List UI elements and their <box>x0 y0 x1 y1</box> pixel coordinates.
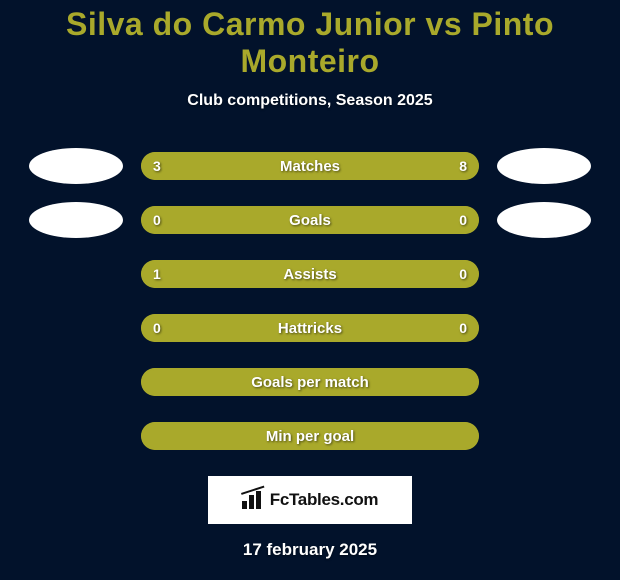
page-title: Silva do Carmo Junior vs Pinto Monteiro <box>0 0 620 80</box>
logo-text: FcTables.com <box>270 490 379 510</box>
stat-row: Matches3 8 <box>0 148 620 184</box>
stat-bar: Goals per match <box>141 368 479 396</box>
stat-bar: Hattricks0 0 <box>141 314 479 342</box>
stat-bar: Matches3 8 <box>141 152 479 180</box>
stat-bar: Assists1 0 <box>141 260 479 288</box>
stat-row: Goals0 0 <box>0 202 620 238</box>
comparison-card: Silva do Carmo Junior vs Pinto Monteiro … <box>0 0 620 580</box>
subtitle: Club competitions, Season 2025 <box>0 92 620 110</box>
stat-bar: Min per goal <box>141 422 479 450</box>
player-avatar-right <box>497 148 591 184</box>
stat-row: Goals per match <box>0 364 620 400</box>
stat-value-left: 0 <box>153 314 161 342</box>
date-text: 17 february 2025 <box>0 540 620 560</box>
stat-bar: Goals0 0 <box>141 206 479 234</box>
stat-label: Assists <box>141 260 479 288</box>
stat-rows: Matches38Goals00Assists10Hattricks00Goal… <box>0 148 620 454</box>
stat-label: Goals per match <box>141 368 479 396</box>
stat-value-right: 0 <box>459 314 467 342</box>
stat-label: Goals <box>141 206 479 234</box>
stat-value-right: 0 <box>459 260 467 288</box>
stat-row: Hattricks0 0 <box>0 310 620 346</box>
stat-value-left: 1 <box>153 260 161 288</box>
stat-value-right: 8 <box>459 152 467 180</box>
stat-value-left: 0 <box>153 206 161 234</box>
stat-value-left: 3 <box>153 152 161 180</box>
player-avatar-left <box>29 148 123 184</box>
stat-row: Min per goal <box>0 418 620 454</box>
stat-label: Min per goal <box>141 422 479 450</box>
bar-chart-icon <box>242 491 264 509</box>
stat-label: Matches <box>141 152 479 180</box>
stat-row: Assists1 0 <box>0 256 620 292</box>
stat-label: Hattricks <box>141 314 479 342</box>
player-avatar-left <box>29 202 123 238</box>
stat-value-right: 0 <box>459 206 467 234</box>
player-avatar-right <box>497 202 591 238</box>
logo-box: FcTables.com <box>208 476 412 524</box>
